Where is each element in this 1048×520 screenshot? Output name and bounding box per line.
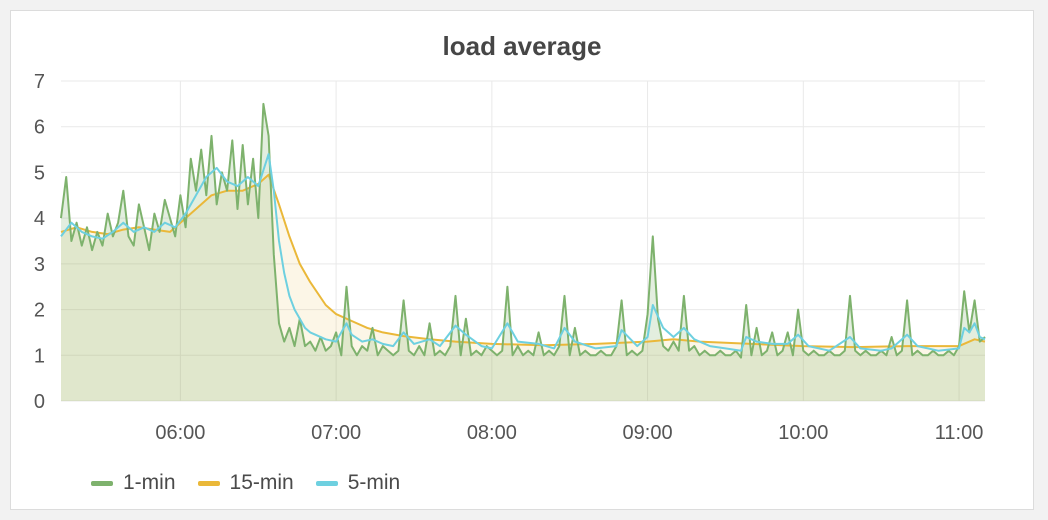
y-tick-label: 5 [34,162,45,184]
legend-item-15-min[interactable]: 15-min [197,471,294,495]
x-tick-label: 08:00 [467,422,517,444]
y-tick-label: 2 [34,300,45,322]
x-tick-label: 07:00 [311,422,361,444]
x-tick-label: 10:00 [778,422,828,444]
y-tick-label: 4 [34,208,45,230]
plot-area: 0 1 2 3 4 5 6 7 06:00 07:00 08:00 09:00 10:00 11:00 [34,71,986,444]
x-tick-label: 09:00 [623,422,673,444]
y-tick-label: 6 [34,117,45,139]
legend-swatch [197,480,220,486]
x-tick-label: 06:00 [155,422,205,444]
y-tick-label: 3 [34,254,45,276]
series-lines [60,102,986,359]
legend-swatch [91,480,113,486]
legend-item-1-min[interactable]: 1-min [91,471,176,495]
x-axis: 06:00 07:00 08:00 09:00 10:00 11:00 [155,422,983,444]
series-fills [61,103,985,402]
y-tick-label: 0 [34,391,45,413]
series-line-1-min [60,102,986,359]
legend-label: 15-min [229,471,294,494]
chart-title[interactable]: load average [442,31,602,61]
legend-label: 5-min [347,471,401,494]
series-fill-1-min [61,103,985,402]
y-tick-label: 1 [34,345,45,367]
legend-swatch [315,480,338,486]
legend-label: 1-min [123,471,176,494]
series-line-5-min [60,153,986,352]
y-tick-label: 7 [34,71,45,93]
x-tick-label: 11:00 [935,422,984,444]
legend-item-5-min[interactable]: 5-min [315,471,401,495]
y-axis: 0 1 2 3 4 5 6 7 [34,71,45,413]
legend: 1-min 15-min 5-min [91,471,422,495]
chart-panel: load average 0 1 2 3 4 5 6 7 06:00 07:00 08:00 09:… [10,10,1034,510]
series-line-15-min [60,173,986,349]
